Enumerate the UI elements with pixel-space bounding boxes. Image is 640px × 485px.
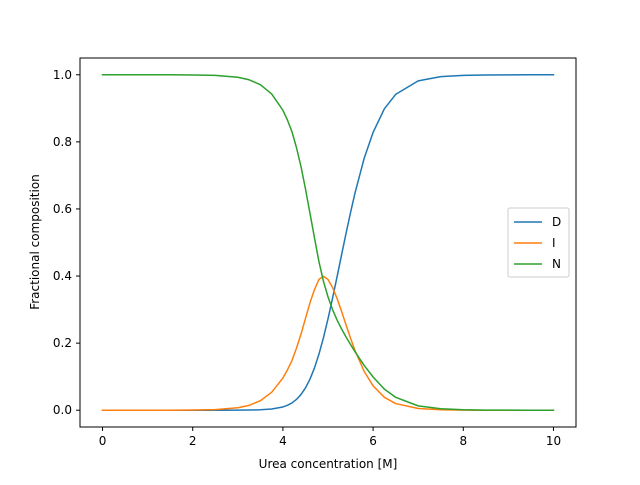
y-tick-label: 0.6 — [53, 202, 72, 216]
y-tick-label: 0.0 — [53, 403, 72, 417]
legend-label-n: N — [552, 257, 561, 271]
x-tick-label: 6 — [369, 434, 377, 448]
y-tick-label: 0.8 — [53, 135, 72, 149]
x-tick-label: 2 — [189, 434, 197, 448]
y-tick-label: 0.4 — [53, 269, 72, 283]
plot-area — [101, 74, 555, 411]
series-line-d — [101, 74, 555, 411]
series-line-n — [101, 74, 555, 411]
legend-label-i: I — [552, 236, 556, 250]
y-tick-label: 0.2 — [53, 336, 72, 350]
x-axis-label: Urea concentration [M] — [259, 457, 398, 471]
x-tick-label: 0 — [99, 434, 107, 448]
legend-label-d: D — [552, 215, 561, 229]
x-tick-label: 4 — [279, 434, 287, 448]
x-axis-ticks: 0 2 4 6 8 10 — [99, 427, 561, 448]
y-tick-label: 1.0 — [53, 68, 72, 82]
x-tick-label: 10 — [546, 434, 561, 448]
y-axis-ticks: 0.0 0.2 0.4 0.6 0.8 1.0 — [53, 68, 80, 417]
axes-frame — [79, 57, 577, 428]
y-axis-label: Fractional composition — [28, 174, 42, 310]
series-line-i — [101, 275, 555, 411]
x-tick-label: 8 — [459, 434, 467, 448]
legend: DIN — [507, 207, 570, 278]
